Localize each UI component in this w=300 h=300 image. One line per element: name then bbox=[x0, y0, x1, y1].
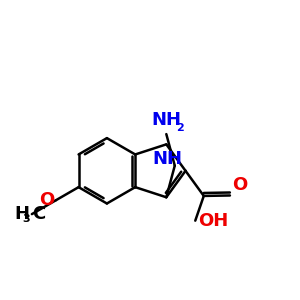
Text: NH: NH bbox=[151, 111, 181, 129]
Text: OH: OH bbox=[198, 212, 229, 230]
Text: 2: 2 bbox=[176, 123, 184, 133]
Text: 3: 3 bbox=[22, 214, 29, 224]
Text: C: C bbox=[32, 205, 46, 223]
Text: H: H bbox=[14, 205, 29, 223]
Text: O: O bbox=[39, 191, 55, 209]
Text: O: O bbox=[232, 176, 248, 194]
Text: NH: NH bbox=[152, 150, 182, 168]
